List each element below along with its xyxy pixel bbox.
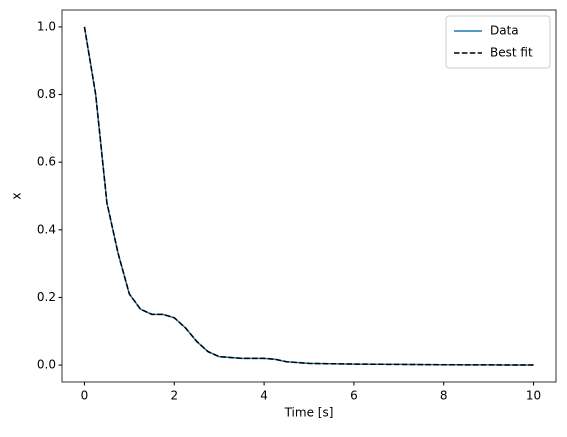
y-tick-label: 0.6	[37, 155, 56, 169]
x-tick-label: 6	[350, 389, 358, 403]
x-tick-label: 2	[170, 389, 178, 403]
plot-frame	[61, 9, 557, 383]
legend-box	[445, 15, 551, 69]
x-axis-label: Time [s]	[284, 406, 334, 420]
y-tick-label: 1.0	[37, 19, 56, 33]
y-tick-label: 0.2	[37, 290, 56, 304]
legend-label: Best fit	[490, 46, 533, 60]
legend-label: Data	[490, 24, 519, 38]
y-tick-label: 0.4	[37, 222, 56, 236]
y-tick-label: 0.0	[37, 358, 56, 372]
x-tick-label: 0	[81, 389, 89, 403]
x-tick-label: 8	[440, 389, 448, 403]
y-tick-label: 0.8	[37, 87, 56, 101]
x-tick-label: 10	[526, 389, 541, 403]
series-line	[83, 26, 534, 366]
y-axis-label: x	[10, 192, 24, 199]
x-tick-label: 4	[260, 389, 268, 403]
